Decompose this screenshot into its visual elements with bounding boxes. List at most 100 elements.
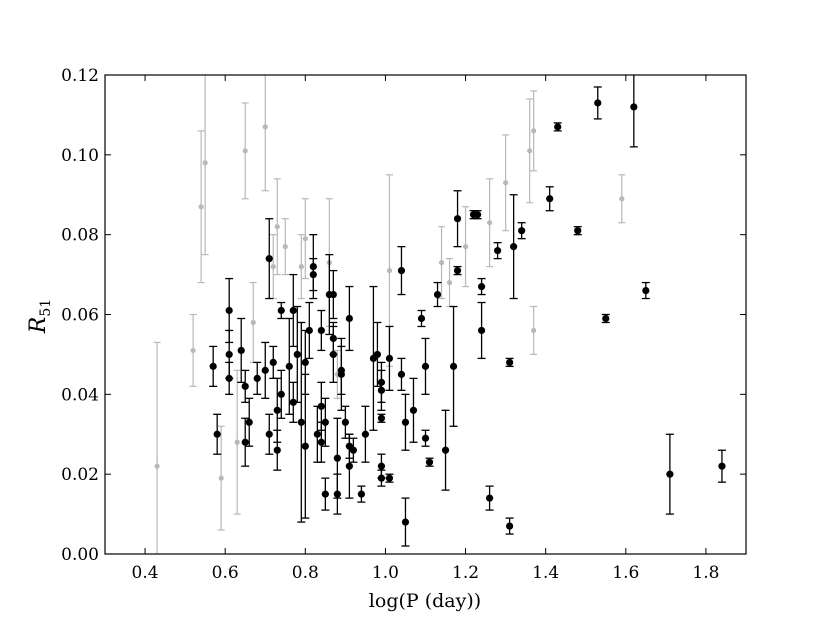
- data-point: [397, 266, 406, 275]
- data-point: [253, 374, 261, 382]
- data-point: [285, 362, 293, 370]
- data-point: [198, 204, 204, 210]
- data-point: [305, 326, 313, 335]
- x-tick-label: 1.8: [692, 563, 719, 583]
- axes: 0.4 0.6 0.8 1.0 1.2 1.4 1.6 1.8 0.00 0.02 0.04 0.06…: [61, 66, 747, 583]
- x-tick-label: 1.6: [612, 563, 639, 583]
- x-tick-label: 0.6: [212, 563, 239, 583]
- data-point: [298, 264, 304, 270]
- y-tick-label: 0.06: [61, 306, 99, 326]
- data-point: [361, 430, 370, 438]
- data-point: [527, 148, 533, 154]
- data-point: [297, 418, 305, 426]
- data-point: [190, 347, 196, 354]
- data-point: [269, 358, 277, 366]
- data-point: [453, 215, 462, 223]
- data-point: [385, 354, 394, 363]
- data-point: [630, 103, 638, 111]
- data-point: [329, 290, 337, 299]
- data-point: [718, 462, 726, 470]
- data-point: [202, 160, 208, 166]
- y-tick-label: 0.02: [61, 465, 99, 485]
- data-point: [531, 128, 537, 134]
- data-point: [293, 350, 301, 359]
- data-point: [433, 290, 442, 299]
- data-point: [397, 370, 406, 378]
- data-point: [242, 148, 248, 154]
- data-point: [642, 286, 650, 295]
- data-point: [506, 522, 514, 530]
- data-point: [602, 314, 610, 323]
- y-axis-title-sub: 51: [38, 299, 54, 317]
- data-point: [385, 474, 394, 482]
- data-point: [317, 402, 325, 410]
- data-point: [438, 260, 445, 266]
- primary-series: [209, 75, 726, 547]
- x-tick-label: 1.2: [452, 563, 479, 583]
- data-point: [554, 123, 562, 131]
- y-tick-label: 0.00: [61, 545, 99, 565]
- data-point: [333, 490, 341, 498]
- data-point: [225, 350, 233, 359]
- data-point: [453, 266, 462, 275]
- data-point: [546, 195, 554, 203]
- data-point: [154, 463, 160, 469]
- data-point: [494, 247, 502, 255]
- data-point: [345, 462, 353, 470]
- data-point: [301, 442, 309, 450]
- data-point: [250, 319, 256, 326]
- data-point: [213, 430, 221, 438]
- data-point: [425, 458, 434, 466]
- data-point: [345, 314, 353, 323]
- data-point: [349, 446, 357, 454]
- data-point: [409, 406, 418, 414]
- data-point: [265, 255, 273, 263]
- data-point: [421, 362, 430, 370]
- data-point: [619, 196, 625, 202]
- data-point: [301, 358, 309, 366]
- data-point: [401, 518, 410, 526]
- data-point: [401, 418, 410, 426]
- data-point: [449, 362, 458, 370]
- x-tick-label: 1.4: [532, 563, 559, 583]
- data-point: [518, 227, 526, 235]
- data-point: [225, 374, 233, 382]
- data-point: [377, 462, 386, 470]
- x-tick-label: 0.4: [132, 563, 159, 583]
- data-point: [421, 434, 430, 442]
- data-point: [510, 243, 518, 251]
- data-point: [241, 438, 249, 446]
- data-point: [462, 244, 469, 250]
- data-point: [337, 370, 345, 378]
- data-point: [333, 454, 341, 462]
- data-point: [329, 350, 337, 359]
- data-point: [446, 279, 453, 286]
- data-point: [273, 446, 281, 454]
- data-point: [473, 211, 482, 219]
- data-point: [273, 406, 281, 414]
- data-point: [386, 267, 393, 274]
- data-point: [282, 244, 288, 250]
- data-point: [341, 418, 349, 426]
- data-point: [309, 270, 317, 279]
- data-point: [265, 430, 273, 438]
- data-point: [277, 390, 285, 398]
- data-point: [441, 446, 450, 454]
- x-tick-label: 0.8: [292, 563, 319, 583]
- y-tick-label: 0.08: [61, 226, 99, 246]
- data-point: [594, 99, 602, 107]
- data-point: [274, 224, 280, 230]
- data-point: [225, 306, 233, 315]
- data-point: [503, 180, 509, 186]
- data-point: [234, 439, 240, 445]
- y-tick-label: 0.10: [61, 146, 99, 166]
- data-point: [574, 227, 582, 235]
- data-point: [486, 494, 494, 502]
- data-point: [313, 430, 321, 438]
- data-point: [506, 358, 514, 366]
- data-point: [377, 474, 386, 482]
- data-point: [321, 490, 329, 498]
- data-point: [289, 306, 297, 315]
- x-tick-label: 1.0: [372, 563, 399, 583]
